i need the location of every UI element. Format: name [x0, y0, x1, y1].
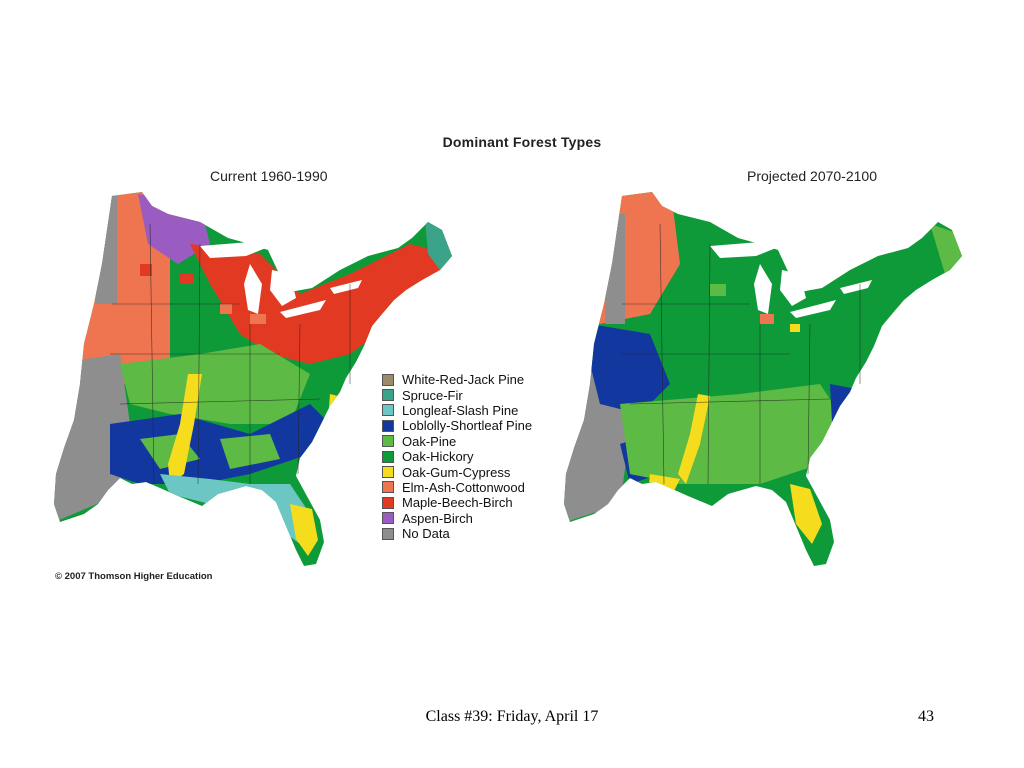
copyright-notice: © 2007 Thomson Higher Education — [55, 571, 213, 582]
legend-swatch — [382, 435, 394, 448]
legend-item: Oak-Gum-Cypress — [382, 464, 572, 480]
current-map-title: Current 1960-1990 — [210, 168, 328, 184]
legend-label: Longleaf-Slash Pine — [402, 402, 519, 418]
legend-item: Oak-Pine — [382, 434, 572, 449]
legend-label: Oak-Gum-Cypress — [402, 464, 511, 480]
legend-swatch — [382, 466, 394, 479]
page-number: 43 — [918, 708, 934, 725]
legend-swatch — [382, 496, 394, 509]
legend-label: Aspen-Birch — [402, 510, 473, 526]
legend-swatch — [382, 450, 394, 463]
legend-swatch — [382, 404, 394, 417]
legend-swatch — [382, 419, 394, 432]
legend-item: Maple-Beech-Birch — [382, 495, 572, 510]
legend-swatch — [382, 512, 394, 525]
legend: White-Red-Jack Pine Spruce-Fir Longleaf-Sl… — [382, 372, 572, 541]
legend-label: Oak-Hickory — [402, 449, 474, 465]
projected-forest-map — [564, 192, 962, 566]
legend-item: Elm-Ash-Cottonwood — [382, 480, 572, 495]
legend-item: Loblolly-Shortleaf Pine — [382, 418, 572, 433]
legend-label: Oak-Pine — [402, 433, 457, 449]
legend-item: Longleaf-Slash Pine — [382, 403, 572, 418]
legend-item: White-Red-Jack Pine — [382, 372, 572, 387]
legend-swatch — [382, 373, 394, 386]
projected-map-title: Projected 2070-2100 — [747, 168, 877, 184]
legend-item: No Data — [382, 526, 572, 541]
legend-label: Elm-Ash-Cottonwood — [402, 479, 525, 495]
figure-title: Dominant Forest Types — [442, 134, 602, 150]
legend-label: White-Red-Jack Pine — [402, 372, 525, 388]
slide-footer: Class #39: Friday, April 17 — [425, 708, 599, 725]
legend-item: Aspen-Birch — [382, 511, 572, 526]
legend-swatch — [382, 527, 394, 540]
legend-item: Spruce-Fir — [382, 387, 572, 403]
legend-label: Spruce-Fir — [402, 387, 463, 403]
legend-label: No Data — [402, 526, 450, 542]
legend-swatch — [382, 389, 394, 402]
legend-swatch — [382, 481, 394, 494]
legend-label: Loblolly-Shortleaf Pine — [402, 418, 533, 434]
legend-label: Maple-Beech-Birch — [402, 495, 513, 511]
legend-item: Oak-Hickory — [382, 449, 572, 464]
